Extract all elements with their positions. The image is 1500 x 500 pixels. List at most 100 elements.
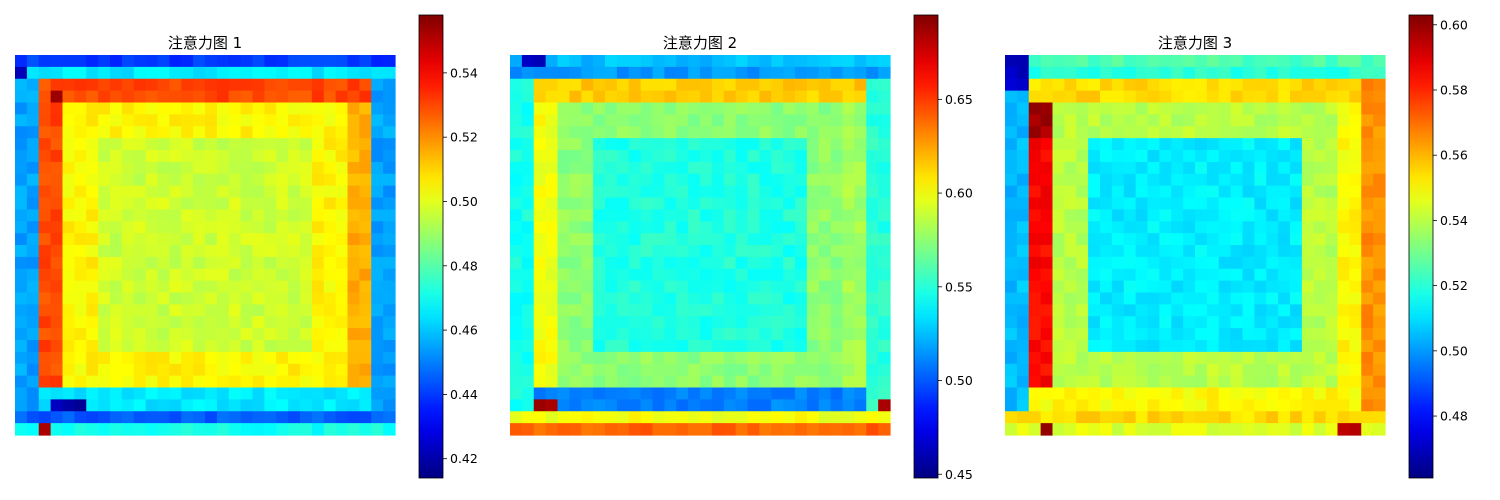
heatmap-cell (311, 233, 325, 246)
heatmap-cell (169, 161, 182, 175)
heatmap-cell (1230, 102, 1244, 115)
heatmap-cell (593, 90, 606, 104)
heatmap-cell (700, 340, 713, 353)
heatmap-cell (640, 256, 654, 270)
heatmap-cell (1183, 280, 1196, 294)
heatmap-cell (74, 55, 87, 68)
heatmap-cell (1159, 185, 1172, 199)
heatmap-cell (771, 280, 784, 294)
heatmap-cell (664, 126, 677, 139)
heatmap-cell (1230, 351, 1244, 365)
heatmap-cell (1373, 150, 1386, 163)
heatmap-cell (371, 197, 384, 210)
heatmap-cell (1206, 363, 1220, 377)
heatmap-cell (1088, 411, 1101, 424)
heatmap-cell (1135, 387, 1149, 400)
heatmap-cell (628, 150, 642, 163)
heatmap-cell (74, 150, 87, 163)
heatmap-cell (1337, 90, 1350, 104)
heatmap-cell (842, 66, 855, 80)
heatmap-cells (510, 55, 891, 436)
heatmap-cell (1111, 209, 1125, 222)
heatmap-cell (581, 102, 594, 115)
heatmap-cell (1242, 268, 1255, 282)
heatmap-cell (145, 66, 159, 80)
heatmap-cell (62, 411, 75, 424)
heatmap-cell (1028, 245, 1042, 258)
heatmap-cell (533, 245, 547, 258)
heatmap-cell (854, 328, 867, 341)
heatmap-cell (1171, 221, 1184, 234)
heatmap-cell (605, 161, 618, 175)
heatmap-cell (1349, 126, 1362, 139)
heatmap-cell (1135, 102, 1149, 115)
heatmap-cell (723, 78, 737, 92)
heatmap-cell (347, 126, 360, 139)
heatmap-cell (1242, 138, 1255, 151)
heatmap-cell (383, 102, 396, 115)
heatmap-cell (723, 150, 737, 163)
heatmap-cell (616, 328, 630, 341)
heatmap-cell (854, 411, 867, 424)
heatmap-cell (86, 292, 99, 305)
heatmap-cell (1337, 233, 1350, 246)
heatmap-cell (616, 209, 630, 222)
heatmap-cell (1290, 411, 1303, 424)
heatmap-cell (359, 411, 372, 424)
heatmap-cell (1123, 351, 1137, 365)
heatmap-cell (335, 209, 349, 222)
heatmap-cell (640, 150, 654, 163)
heatmap-cell (205, 387, 218, 400)
heatmap-cell (252, 66, 265, 80)
heatmap-cell (521, 245, 535, 258)
heatmap-cell (359, 375, 372, 389)
heatmap-cell (759, 66, 772, 80)
heatmap-cell (1147, 138, 1160, 151)
heatmap-cell (1266, 423, 1279, 436)
heatmap-cell (323, 197, 337, 210)
heatmap-cell (181, 55, 194, 68)
heatmap-cell (347, 66, 360, 80)
heatmap-cell (181, 316, 194, 329)
heatmap-cell (240, 280, 254, 294)
heatmap-cell (1230, 411, 1244, 424)
heatmap-cell (1052, 185, 1065, 199)
heatmap-cell (1123, 387, 1137, 400)
heatmap-cell (228, 126, 242, 139)
heatmap-cell (1147, 268, 1160, 282)
heatmap-cell (228, 399, 242, 412)
heatmap-cell (1242, 399, 1255, 412)
heatmap-cell (359, 138, 372, 151)
heatmap-cell (181, 78, 194, 92)
heatmap-cell (806, 280, 820, 294)
heatmap-cell (866, 114, 879, 127)
heatmap-cell (1349, 351, 1362, 365)
heatmap-cell (1052, 351, 1065, 365)
heatmap-cell (145, 351, 159, 365)
heatmap-cell (1159, 387, 1172, 400)
heatmap-cell (759, 209, 772, 222)
heatmap-cell (771, 423, 784, 436)
heatmap-cell (1242, 233, 1255, 246)
heatmap-cell (830, 340, 844, 353)
heatmap-cell (371, 351, 384, 365)
heatmap-cell (771, 209, 784, 222)
heatmap-cell (771, 328, 784, 341)
heatmap-cell (783, 90, 796, 104)
heatmap-cell (521, 423, 535, 436)
heatmap-cell (300, 256, 313, 270)
heatmap-cell (359, 209, 372, 222)
heatmap-cell (98, 280, 111, 294)
heatmap-cell (676, 351, 689, 365)
heatmap-cell (383, 256, 396, 270)
heatmap-cell (371, 399, 384, 412)
heatmap-cell (1135, 55, 1149, 68)
heatmap-cell (347, 423, 360, 436)
heatmap-cell (759, 411, 772, 424)
heatmap-cell (323, 387, 337, 400)
heatmap-cell (110, 90, 123, 104)
heatmap-cell (50, 387, 64, 400)
heatmap-cell (300, 245, 313, 258)
heatmap-cell (747, 233, 760, 246)
heatmap-cell (1254, 292, 1267, 305)
